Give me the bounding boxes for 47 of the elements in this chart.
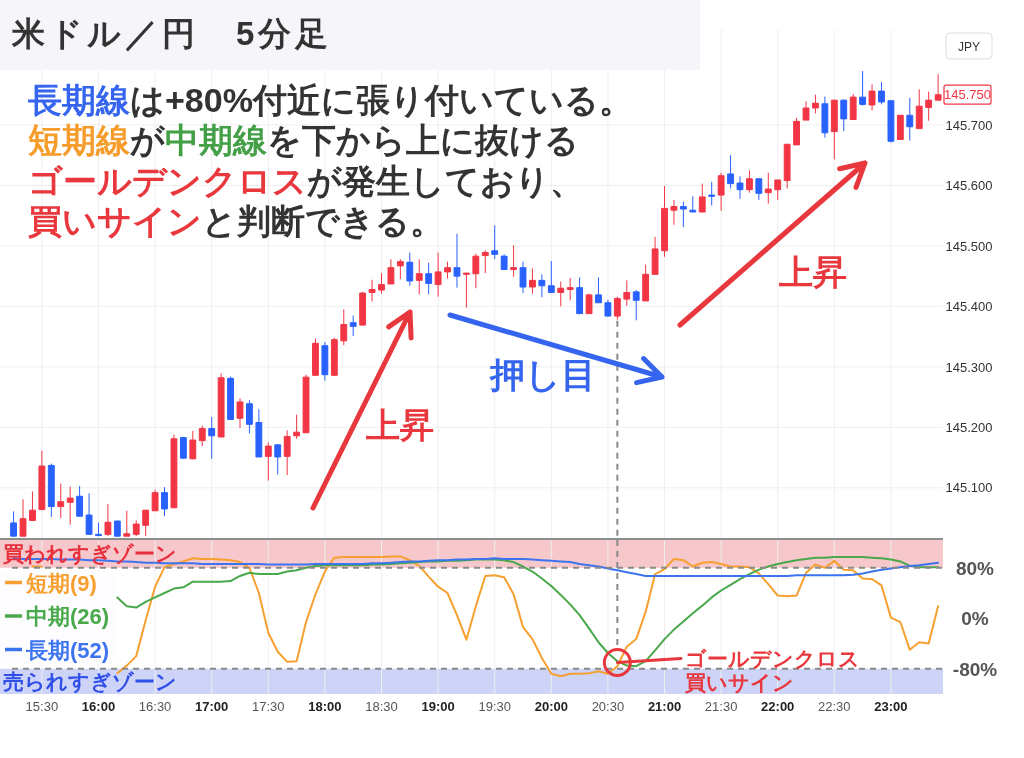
x-tick-label: 20:00 <box>534 699 568 714</box>
y-tick-label: 145.400 <box>945 299 993 315</box>
x-tick-label: 16:30 <box>138 699 172 714</box>
annotation: 中期線 <box>165 121 268 159</box>
annotation: 買いサイン <box>684 671 794 694</box>
chart-title: 米ドル／円 5分足 <box>11 15 333 52</box>
x-tick-label: 18:30 <box>365 699 398 714</box>
annotation: が <box>130 121 166 159</box>
x-tick-label: 16:00 <box>81 699 116 714</box>
band-label: 売られすぎゾーン <box>3 669 177 694</box>
x-tick-label: 17:30 <box>252 699 285 714</box>
y-tick-label: 145.200 <box>945 420 993 436</box>
x-tick-label: 21:00 <box>647 699 682 714</box>
annotation: 長期線 <box>27 81 131 119</box>
y-tick-label: 145.100 <box>945 480 993 496</box>
x-tick-label: 23:00 <box>874 699 908 714</box>
y-tick-label: 80% <box>955 557 995 579</box>
y-axis-title: JPY <box>957 39 981 54</box>
x-tick-label: 19:00 <box>421 699 455 714</box>
annotation: は+80%付近に張り付いている。 <box>130 81 633 119</box>
x-tick-label: 22:00 <box>761 699 795 714</box>
annotation: ゴールデンクロス <box>685 647 860 670</box>
x-tick-label: 15:30 <box>25 699 59 714</box>
y-tick-label: 145.600 <box>945 178 993 194</box>
annotation: を下から上に抜ける <box>267 121 579 159</box>
y-tick-label: 145.700 <box>945 117 993 133</box>
annotation: が発生しており、 <box>307 162 584 200</box>
x-tick-label: 20:30 <box>591 699 625 714</box>
annotation: ゴールデンクロス <box>28 162 307 200</box>
y-tick-label: -80% <box>952 658 998 680</box>
legend-label: 中期(26) <box>26 604 110 629</box>
legend-label: 長期(52) <box>25 637 110 663</box>
annotation: 上昇 <box>365 406 434 444</box>
y-tick-label: 0% <box>961 608 989 630</box>
legend-label: 短期(9) <box>25 570 97 596</box>
y-tick-label: 145.300 <box>945 359 993 375</box>
x-tick-label: 18:00 <box>308 699 342 714</box>
annotation: 押し目 <box>489 355 596 394</box>
x-tick-label: 22:30 <box>818 699 851 714</box>
x-tick-label: 21:30 <box>704 699 738 714</box>
annotation: と判断できる。 <box>202 202 444 240</box>
annotation: 買いサイン <box>28 202 202 240</box>
x-tick-label: 17:00 <box>195 699 229 714</box>
annotation: 短期線 <box>27 121 131 159</box>
y-tick-label: 145.500 <box>945 238 993 254</box>
annotation: 上昇 <box>778 253 847 291</box>
x-tick-label: 19:30 <box>478 699 511 714</box>
